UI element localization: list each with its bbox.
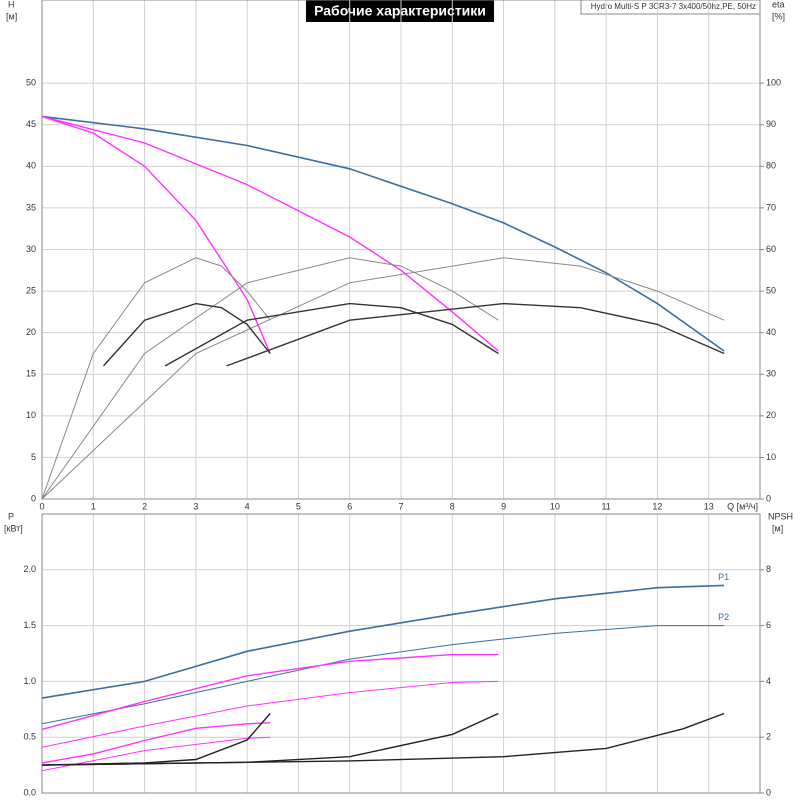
- y2-tick-label: 0: [766, 787, 771, 797]
- curve: [41, 115, 725, 352]
- y2-tick-label: 40: [766, 327, 776, 337]
- y2-axis-label: eta: [772, 0, 785, 9]
- y-tick-label: 25: [26, 285, 36, 295]
- x-tick-label: 0: [39, 501, 44, 511]
- y-tick-label: 5: [31, 452, 36, 462]
- y2-tick-label: 4: [766, 676, 771, 686]
- curve: [41, 257, 271, 500]
- series-label: P2: [718, 612, 729, 622]
- y-tick-label: 0: [31, 493, 36, 503]
- chart-title: Рабочие характеристики: [314, 3, 486, 19]
- curve: [41, 712, 725, 766]
- curve: [41, 722, 271, 764]
- title-box: [306, 0, 494, 22]
- curve: [41, 584, 725, 699]
- x-tick-label: 2: [142, 501, 147, 511]
- y2-tick-label: 70: [766, 202, 776, 212]
- curve: [41, 257, 725, 500]
- curve: [41, 625, 725, 725]
- x-tick-label: 3: [193, 501, 198, 511]
- y2-tick-label: 0: [766, 493, 771, 503]
- y-tick-label: 50: [26, 78, 36, 88]
- x-tick-label: 8: [450, 501, 455, 511]
- y-tick-label: 2.0: [23, 564, 36, 574]
- y2-axis-unit: [%]: [772, 11, 785, 21]
- curve: [164, 302, 499, 367]
- y-axis-unit: [м]: [6, 11, 17, 21]
- x-tick-label: 12: [652, 501, 662, 511]
- x-tick-label: 11: [601, 501, 610, 511]
- y-axis-unit: [кВт]: [4, 523, 23, 533]
- y2-tick-label: 100: [766, 78, 781, 88]
- y2-tick-label: 30: [766, 369, 776, 379]
- curve: [226, 302, 725, 367]
- y-tick-label: 10: [26, 410, 36, 420]
- y-tick-label: 0.0: [23, 787, 36, 797]
- x-tick-label: 1: [91, 501, 96, 511]
- y2-tick-label: 50: [766, 285, 776, 295]
- chart-subtitle: Hydro Multi-S P 3CR3-7 3x400/50hz,PE, 50…: [591, 2, 756, 11]
- x-tick-label: 7: [398, 501, 403, 511]
- y-tick-label: 35: [26, 202, 36, 212]
- x-tick-label: 5: [296, 501, 301, 511]
- y2-tick-label: 8: [766, 564, 771, 574]
- x-axis-label: Q [м³/ч]: [727, 501, 758, 511]
- x-tick-label: 9: [501, 501, 506, 511]
- curve: [41, 653, 499, 731]
- y-axis-label: P: [8, 511, 14, 521]
- x-tick-label: 10: [550, 501, 560, 511]
- y-tick-label: 15: [26, 369, 36, 379]
- curve: [41, 736, 271, 772]
- y-tick-label: 30: [26, 244, 36, 254]
- curve: [41, 680, 499, 748]
- y-tick-label: 1.5: [23, 620, 36, 630]
- y-tick-label: 1.0: [23, 676, 36, 686]
- y2-axis-unit: [м]: [772, 523, 783, 533]
- curve: [41, 257, 499, 500]
- y-axis-label: H: [8, 0, 15, 9]
- y2-tick-label: 10: [766, 452, 776, 462]
- y-tick-label: 0.5: [23, 732, 36, 742]
- x-tick-label: 13: [704, 501, 714, 511]
- y-tick-label: 40: [26, 161, 36, 171]
- y-tick-label: 20: [26, 327, 36, 337]
- y2-tick-label: 90: [766, 119, 776, 129]
- y2-axis-label: NPSH: [768, 511, 793, 521]
- y-tick-label: 45: [26, 119, 36, 129]
- y2-tick-label: 60: [766, 244, 776, 254]
- curve: [41, 115, 499, 352]
- y2-tick-label: 6: [766, 620, 771, 630]
- y2-tick-label: 20: [766, 410, 776, 420]
- plot-frame: [41, 513, 761, 794]
- plot-frame: [41, 0, 761, 500]
- curve: [41, 115, 271, 354]
- curve: [102, 302, 271, 367]
- y2-tick-label: 2: [766, 732, 771, 742]
- y2-tick-label: 80: [766, 161, 776, 171]
- x-tick-label: 6: [347, 501, 352, 511]
- x-tick-label: 4: [245, 501, 250, 511]
- series-label: P1: [718, 572, 729, 582]
